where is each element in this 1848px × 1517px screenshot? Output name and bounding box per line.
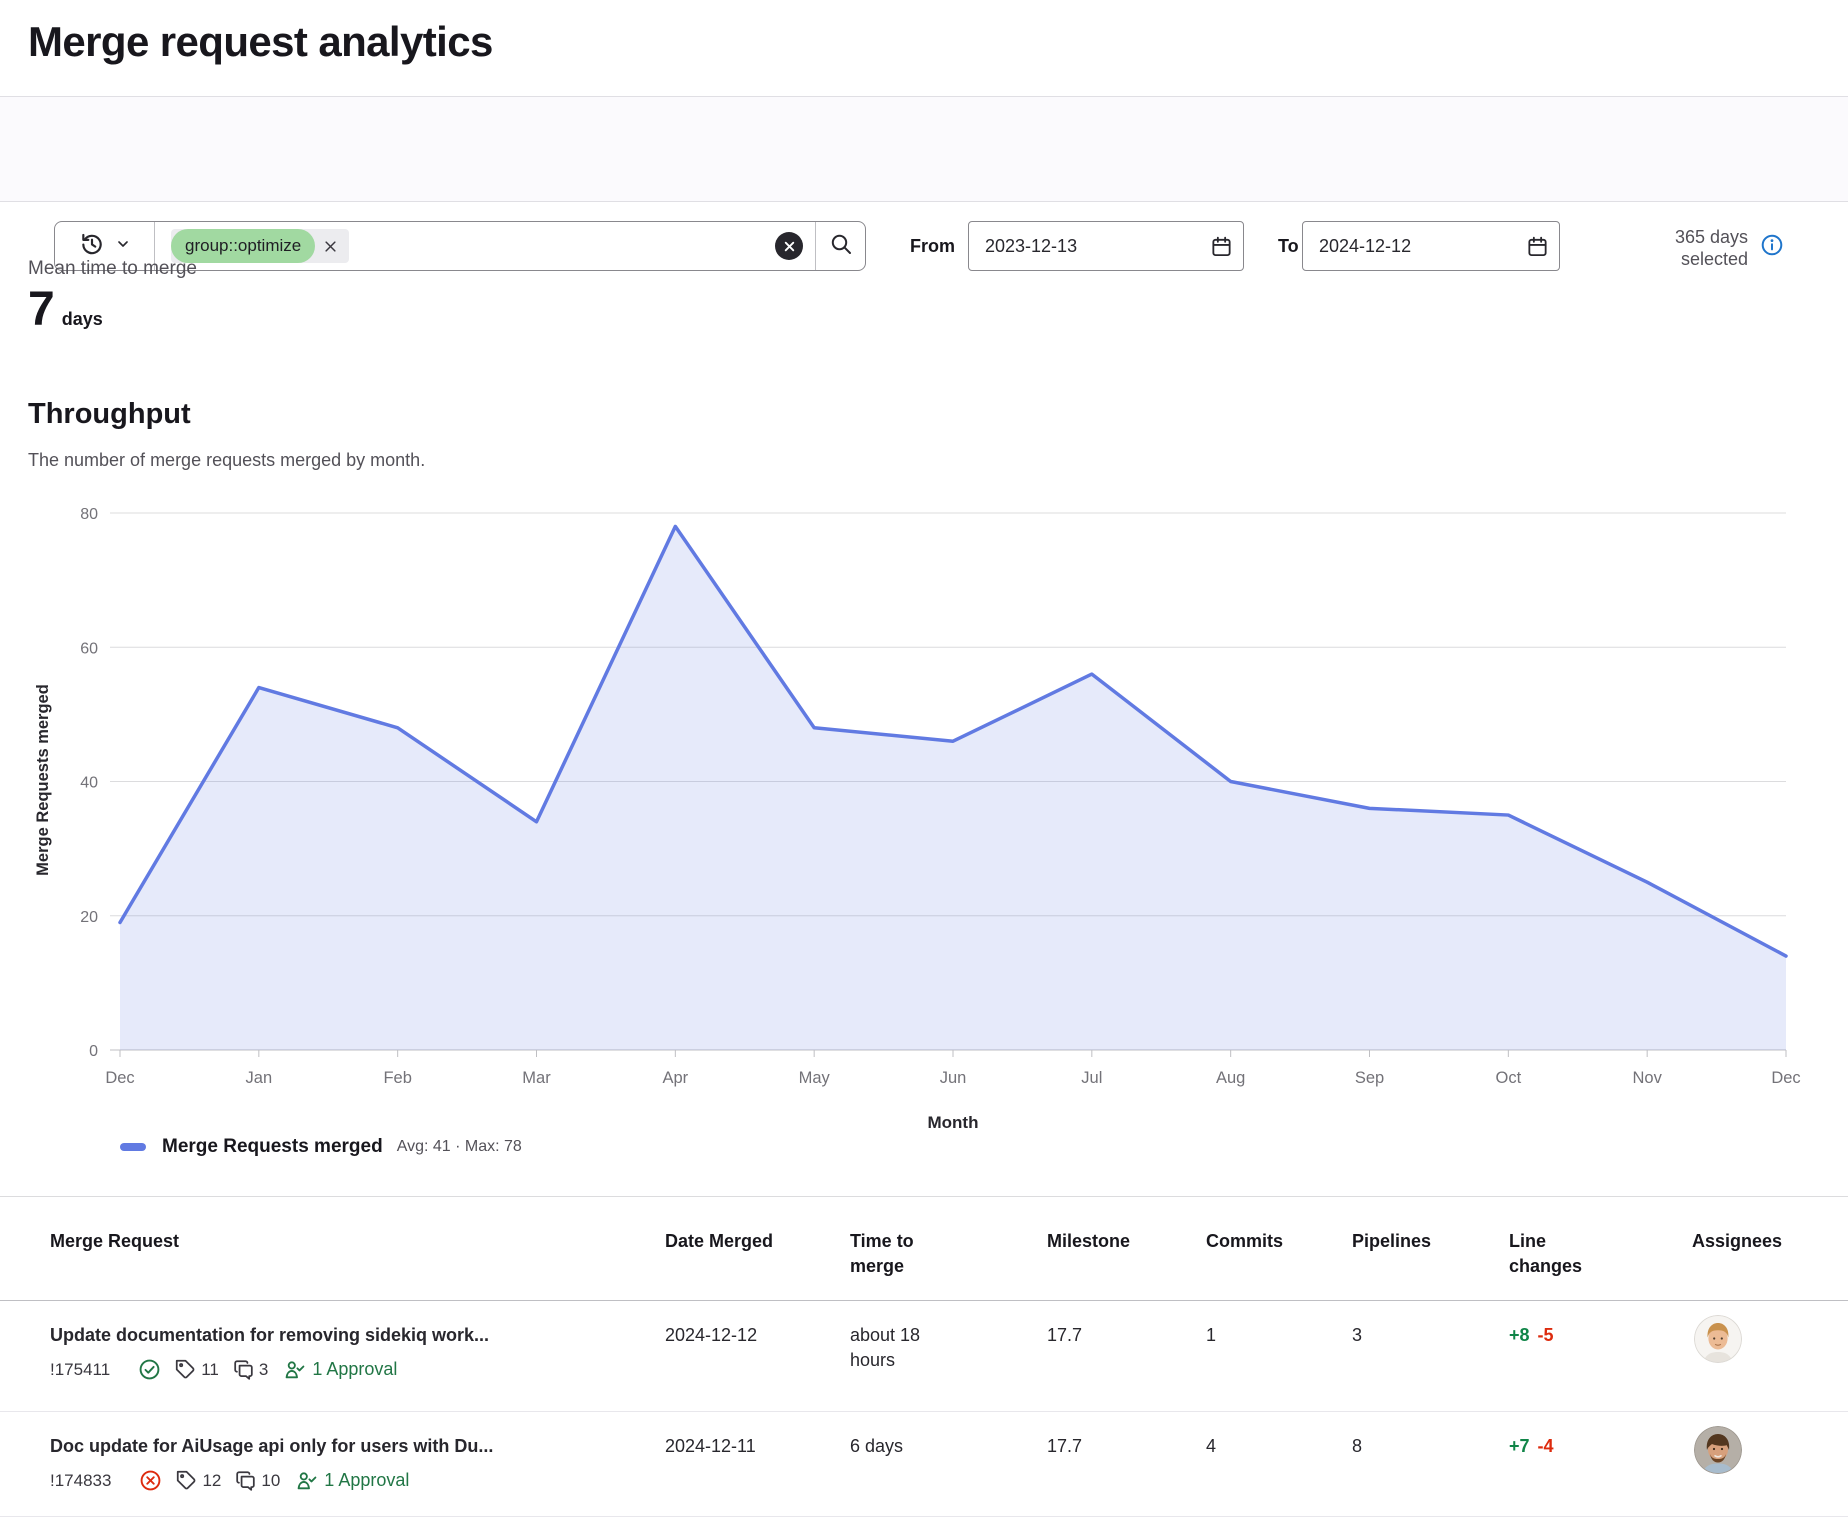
from-label: From bbox=[910, 236, 955, 256]
filter-token-group-optimize[interactable]: group::optimize bbox=[171, 229, 350, 263]
svg-text:20: 20 bbox=[80, 909, 98, 926]
comments-icon bbox=[236, 1471, 256, 1491]
date-merged-cell: 2024-12-11 bbox=[665, 1436, 756, 1456]
svg-text:Merge Requests merged: Merge Requests merged bbox=[34, 684, 52, 876]
svg-text:May: May bbox=[799, 1069, 831, 1087]
filter-token-label: group::optimize bbox=[171, 229, 316, 263]
approval-icon bbox=[285, 1360, 305, 1378]
mr-closed-status-icon bbox=[139, 1469, 162, 1492]
milestone-cell: 17.7 bbox=[1047, 1325, 1083, 1345]
svg-text:Mar: Mar bbox=[522, 1069, 551, 1087]
metric-unit: days bbox=[61, 309, 103, 329]
svg-text:Sep: Sep bbox=[1355, 1069, 1384, 1087]
date-to-input[interactable] bbox=[1303, 222, 1559, 270]
svg-text:Oct: Oct bbox=[1495, 1069, 1521, 1087]
header-pipelines: Pipelines bbox=[1352, 1231, 1432, 1251]
approvals: 1 Approval bbox=[296, 1468, 409, 1493]
date-from-input[interactable] bbox=[969, 222, 1243, 270]
svg-text:Nov: Nov bbox=[1632, 1069, 1662, 1087]
pipelines-cell: 3 bbox=[1352, 1325, 1363, 1345]
approval-icon bbox=[297, 1471, 317, 1489]
milestone-cell: 17.7 bbox=[1047, 1436, 1083, 1456]
header-line-changes: Line changes bbox=[1509, 1231, 1583, 1276]
assignee-avatar[interactable] bbox=[1694, 1426, 1742, 1474]
metric-label: Mean time to merge bbox=[28, 258, 197, 279]
filter-bar: group::optimize From bbox=[0, 96, 1848, 271]
metric-value: 7 bbox=[28, 283, 55, 336]
svg-text:80: 80 bbox=[80, 506, 98, 523]
svg-text:60: 60 bbox=[80, 640, 98, 657]
throughput-heading: Throughput bbox=[28, 398, 191, 430]
mr-title-link[interactable]: Update documentation for removing sideki… bbox=[50, 1325, 490, 1345]
legend-series-label: Merge Requests merged bbox=[162, 1136, 383, 1157]
mr-id: !175411 bbox=[50, 1360, 111, 1379]
mr-merged-status-icon bbox=[138, 1358, 161, 1381]
mean-time-to-merge-metric: Mean time to merge 7 days bbox=[28, 258, 197, 336]
header-commits: Commits bbox=[1206, 1231, 1284, 1251]
line-changes-cell: +7 -4 bbox=[1509, 1436, 1554, 1456]
svg-text:Apr: Apr bbox=[662, 1069, 688, 1087]
throughput-chart-svg: 0 20 40 60 80 Dec Jan Feb Mar Apr May Jun Jul Aug Sep O… bbox=[34, 506, 1801, 1132]
time-to-merge-cell: 6 days bbox=[850, 1436, 904, 1456]
header-assignees: Assignees bbox=[1692, 1231, 1783, 1251]
table-row: Doc update for AiUsage api only for user… bbox=[0, 1411, 1848, 1517]
svg-text:Dec: Dec bbox=[1771, 1069, 1800, 1087]
date-merged-cell: 2024-12-12 bbox=[665, 1325, 758, 1345]
info-icon[interactable] bbox=[1760, 233, 1784, 257]
date-from-field bbox=[968, 221, 1244, 271]
line-changes-cell: +8 -5 bbox=[1509, 1325, 1554, 1345]
svg-text:Aug: Aug bbox=[1216, 1069, 1245, 1087]
throughput-description: The number of merge requests merged by m… bbox=[28, 450, 426, 470]
filtered-search: group::optimize bbox=[54, 221, 866, 271]
table-row: Update documentation for removing sideki… bbox=[0, 1301, 1848, 1411]
clear-search-icon[interactable] bbox=[775, 232, 803, 260]
comments-icon bbox=[234, 1360, 253, 1380]
svg-text:Feb: Feb bbox=[383, 1069, 411, 1087]
comments-count: 3 bbox=[233, 1357, 268, 1382]
chevron-down-icon bbox=[115, 236, 131, 257]
throughput-chart: 0 20 40 60 80 Dec Jan Feb Mar Apr May Jun Jul Aug Sep O… bbox=[0, 480, 1848, 1140]
svg-text:Month: Month bbox=[928, 1113, 979, 1132]
to-label: To bbox=[1278, 236, 1299, 256]
pipelines-cell: 8 bbox=[1352, 1436, 1363, 1456]
mr-title-link[interactable]: Doc update for AiUsage api only for user… bbox=[50, 1436, 494, 1456]
assignee-avatar[interactable] bbox=[1694, 1315, 1742, 1363]
svg-text:Dec: Dec bbox=[105, 1069, 134, 1087]
svg-text:Jun: Jun bbox=[940, 1069, 967, 1087]
table-header-row: Merge Request Date Merged Time to merge … bbox=[0, 1197, 1848, 1301]
page-title: Merge request analytics bbox=[28, 18, 493, 65]
svg-text:0: 0 bbox=[89, 1043, 98, 1060]
chart-legend: Merge Requests merged Avg: 41 · Max: 78 bbox=[120, 1136, 522, 1158]
commits-cell: 4 bbox=[1206, 1436, 1217, 1456]
date-to-field bbox=[1302, 221, 1560, 271]
search-button[interactable] bbox=[815, 222, 865, 270]
days-selected-note: 365 days selected bbox=[1674, 227, 1748, 269]
header-date-merged: Date Merged bbox=[665, 1231, 774, 1251]
legend-stats: Avg: 41 · Max: 78 bbox=[396, 1138, 522, 1155]
svg-text:Jul: Jul bbox=[1081, 1069, 1102, 1087]
commits-cell: 1 bbox=[1206, 1325, 1217, 1345]
merge-request-table: Merge Request Date Merged Time to merge … bbox=[0, 1196, 1848, 1517]
label-icon bbox=[177, 1470, 196, 1490]
legend-dash bbox=[120, 1143, 146, 1151]
label-icon bbox=[176, 1359, 195, 1379]
header-time-to-merge: Time to merge bbox=[850, 1231, 914, 1276]
search-input-area[interactable]: group::optimize bbox=[155, 222, 815, 270]
header-milestone: Milestone bbox=[1047, 1231, 1131, 1251]
history-icon bbox=[79, 231, 105, 262]
labels-count: 11 bbox=[175, 1357, 219, 1382]
svg-text:40: 40 bbox=[80, 775, 98, 792]
token-close-icon[interactable] bbox=[315, 231, 345, 261]
search-history-dropdown[interactable] bbox=[55, 222, 155, 270]
header-merge-request: Merge Request bbox=[50, 1231, 180, 1251]
labels-count: 12 bbox=[176, 1468, 221, 1493]
search-icon bbox=[829, 232, 853, 261]
comments-count: 10 bbox=[235, 1468, 280, 1493]
approvals: 1 Approval bbox=[284, 1357, 397, 1382]
svg-text:Jan: Jan bbox=[246, 1069, 273, 1087]
time-to-merge-cell: about 18 hours bbox=[850, 1325, 921, 1370]
mr-id: !174833 bbox=[50, 1471, 112, 1490]
